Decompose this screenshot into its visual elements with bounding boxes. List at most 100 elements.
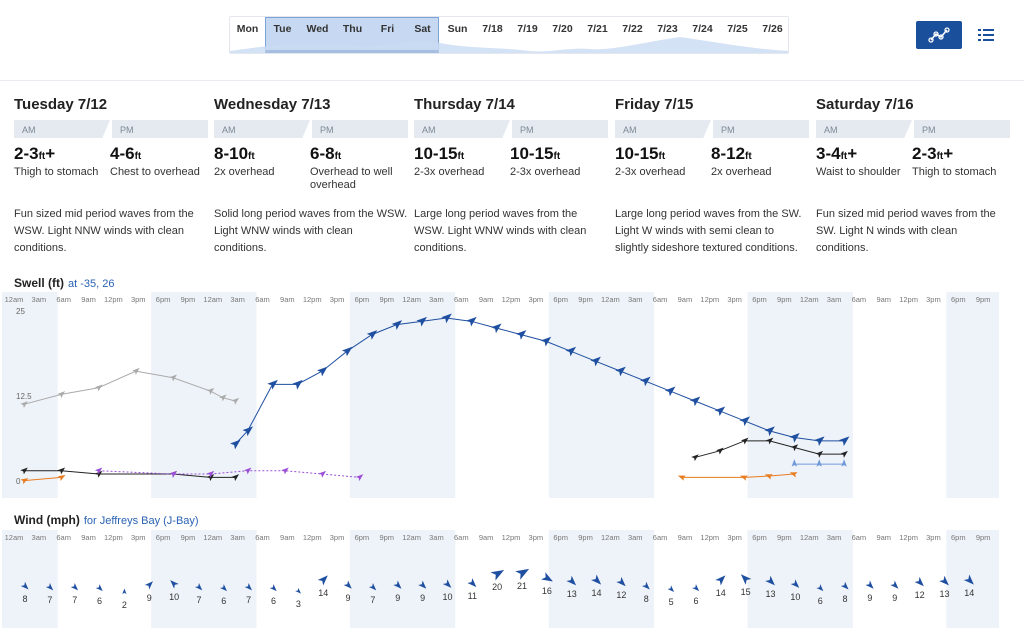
night-band xyxy=(399,292,456,498)
wind-chart: 12am 3am 6am 9am 12pm 3pm 6pm 9pm 12am 3am 6am 9am 1… xyxy=(2,530,999,628)
swell-direction-arrow xyxy=(840,450,848,458)
strip-day[interactable]: Wed xyxy=(306,23,329,35)
night-band xyxy=(399,530,456,628)
strip-day[interactable]: 7/22 xyxy=(622,23,643,35)
wind-arrow xyxy=(45,582,54,591)
wind-speed-label: 14 xyxy=(964,588,974,598)
swell-series xyxy=(94,467,364,482)
wind-speed-label: 6 xyxy=(271,596,276,606)
wind-arrow xyxy=(914,576,924,587)
day-forecast-card: Tuesday 7/12 AM PM 2-3ft+ Thigh to stomach 4-… xyxy=(14,96,208,254)
pm-label: PM xyxy=(914,120,1010,138)
wind-speed-label: 14 xyxy=(592,588,602,598)
wind-arrow xyxy=(343,580,352,589)
swell-direction-arrow xyxy=(716,447,724,455)
strip-day[interactable]: Mon xyxy=(236,23,259,35)
list-view-button[interactable] xyxy=(962,21,1008,49)
am-surf: 10-15ft 2-3x overhead xyxy=(615,144,711,179)
wind-arrow xyxy=(865,580,874,589)
time-tick-label: 3am xyxy=(32,533,47,542)
wind-arrow xyxy=(963,574,974,585)
time-tick-label: 9pm xyxy=(379,295,394,304)
strip-day[interactable]: 7/25 xyxy=(727,23,748,35)
strip-day[interactable]: 7/20 xyxy=(552,23,573,35)
night-band xyxy=(200,292,257,498)
strip-day[interactable]: 7/24 xyxy=(692,23,713,35)
swell-direction-arrow xyxy=(764,426,775,437)
swell-direction-arrow xyxy=(94,384,103,392)
am-wave-height: 10-15ft xyxy=(615,144,711,164)
strip-day[interactable]: Thu xyxy=(342,23,363,35)
wind-speed-label: 6 xyxy=(221,596,226,606)
time-tick-label: 6pm xyxy=(951,295,966,304)
day-description: Large long period waves from the WSW. Li… xyxy=(414,208,587,254)
time-tick-label: 12am xyxy=(203,533,222,542)
wind-arrow xyxy=(219,584,227,592)
swell-location[interactable]: at -35, 26 xyxy=(68,278,115,290)
strip-day[interactable]: 7/26 xyxy=(762,23,783,35)
chart-view-button[interactable] xyxy=(916,21,962,49)
am-wave-desc: 2x overhead xyxy=(214,166,275,178)
swell-series xyxy=(230,313,850,450)
swell-direction-arrow xyxy=(838,436,850,447)
swell-direction-arrow xyxy=(341,346,353,357)
y-axis-label: 12.5 xyxy=(16,392,32,401)
wind-speed-label: 7 xyxy=(246,595,251,605)
night-band xyxy=(548,530,602,628)
time-tick-label: 9pm xyxy=(578,533,593,542)
wind-speed-label: 9 xyxy=(346,593,351,603)
strip-day[interactable]: Sun xyxy=(447,23,468,35)
am-height-unit: ft xyxy=(840,151,848,162)
wind-speed-label: 10 xyxy=(169,592,179,602)
pm-height-value: 8-12 xyxy=(711,144,746,163)
time-tick-label: 3pm xyxy=(330,295,345,304)
wind-arrow xyxy=(667,585,675,593)
time-tick-label: 6am xyxy=(653,295,668,304)
y-axis-label: 25 xyxy=(16,307,25,316)
wind-speed-label: 14 xyxy=(716,588,726,598)
swell-line xyxy=(23,476,62,482)
strip-day[interactable]: Sat xyxy=(414,23,431,35)
pm-label: PM xyxy=(713,120,809,138)
time-tick-label: 9am xyxy=(678,533,693,542)
wind-speed-label: 6 xyxy=(693,596,698,606)
time-tick-label: 12am xyxy=(5,533,24,542)
swell-direction-arrow xyxy=(20,401,28,409)
time-tick-label: 12am xyxy=(402,295,421,304)
strip-day[interactable]: 7/23 xyxy=(657,23,678,35)
swell-direction-arrow xyxy=(590,356,601,367)
wind-speed-label: 8 xyxy=(644,594,649,604)
y-axis-label: 0 xyxy=(16,477,21,486)
date-range-strip[interactable]: Mon Tue Wed Thu Fri Sat Sun 7/18 7/19 7/20 7/21 7/2… xyxy=(229,16,789,54)
am-wave-desc: 2-3x overhead xyxy=(615,166,686,178)
pm-label: PM xyxy=(512,120,608,138)
view-toggle[interactable] xyxy=(916,21,1008,49)
time-tick-label: 9pm xyxy=(976,295,991,304)
wind-arrow xyxy=(715,575,726,586)
time-tick-label: 6pm xyxy=(156,533,171,542)
time-tick-label: 9am xyxy=(280,533,295,542)
strip-day[interactable]: 7/21 xyxy=(587,23,608,35)
swell-title: Swell (ft) xyxy=(14,276,64,290)
wind-location[interactable]: for Jeffreys Bay (J-Bay) xyxy=(83,515,199,527)
strip-day[interactable]: Tue xyxy=(273,23,292,35)
list-icon xyxy=(978,29,994,41)
pm-height-value: 4-6 xyxy=(110,144,135,163)
wind-speed-label: 3 xyxy=(296,599,301,609)
swell-direction-arrow xyxy=(355,474,364,482)
swell-direction-arrow xyxy=(292,379,303,390)
time-tick-label: 6pm xyxy=(553,533,568,542)
swell-direction-arrow xyxy=(714,406,726,417)
wind-speed-label: 7 xyxy=(47,595,52,605)
wind-arrow xyxy=(740,574,752,585)
pm-wave-desc: 2-3x overhead xyxy=(510,166,581,178)
strip-day[interactable]: 7/18 xyxy=(482,23,503,35)
wind-arrow xyxy=(490,570,505,581)
time-tick-label: 3pm xyxy=(727,533,742,542)
time-tick-label: 9pm xyxy=(777,295,792,304)
am-label: AM xyxy=(816,120,912,138)
strip-day[interactable]: Fri xyxy=(380,23,395,35)
wind-arrow xyxy=(144,581,153,590)
strip-day[interactable]: 7/19 xyxy=(517,23,538,35)
swell-direction-arrow xyxy=(20,467,28,475)
